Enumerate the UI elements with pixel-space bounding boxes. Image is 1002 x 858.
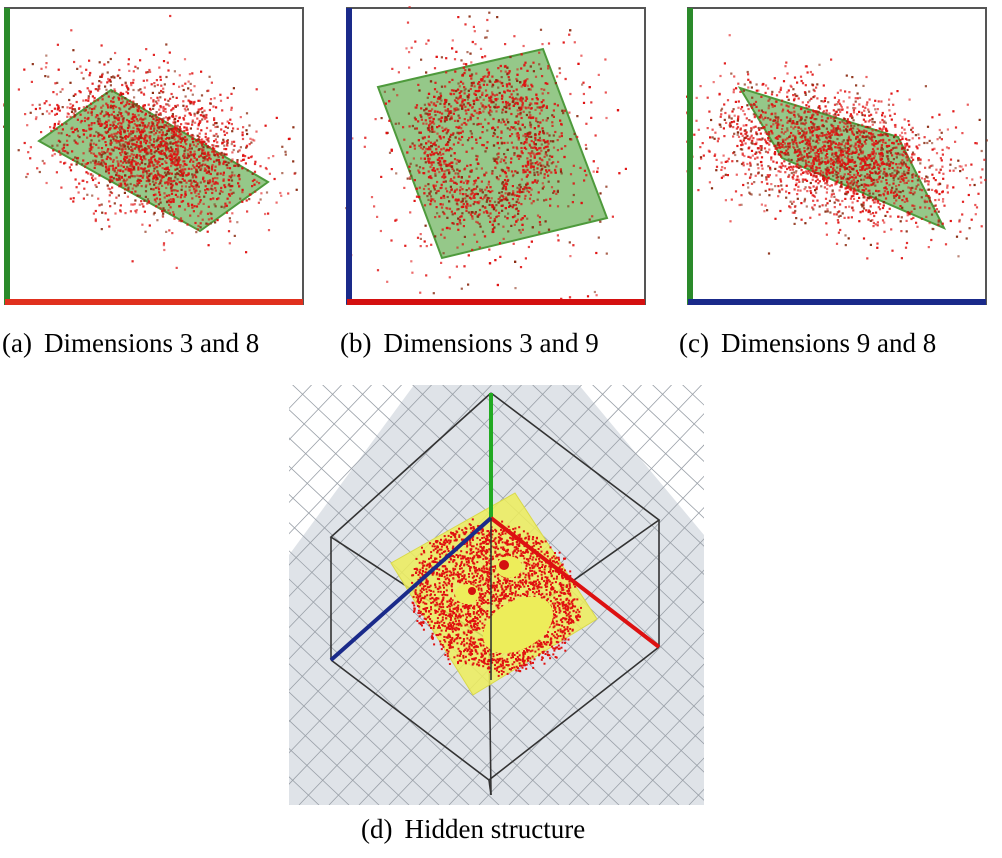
face-left-eye bbox=[455, 584, 479, 604]
panel-c-plot bbox=[686, 7, 988, 305]
axis-blue bbox=[329, 516, 493, 662]
caption-tag: (d) bbox=[361, 814, 393, 844]
panel-d bbox=[289, 385, 704, 805]
panel-b bbox=[345, 6, 647, 306]
panel-c bbox=[686, 6, 988, 306]
point-cloud bbox=[345, 6, 627, 304]
panel-d-plot bbox=[289, 385, 704, 805]
caption-d: (d) Hidden structure bbox=[361, 814, 585, 845]
point-cloud bbox=[686, 34, 988, 260]
caption-text: Dimensions 3 and 9 bbox=[383, 328, 599, 358]
vertical-axis bbox=[687, 8, 693, 304]
vertical-axis bbox=[346, 8, 352, 304]
hidden-face bbox=[455, 556, 554, 654]
caption-b: (b) Dimensions 3 and 9 bbox=[340, 328, 599, 359]
caption-text: Dimensions 9 and 8 bbox=[720, 328, 937, 358]
caption-tag: (b) bbox=[340, 328, 372, 358]
caption-a: (a) Dimensions 3 and 8 bbox=[2, 328, 259, 359]
panel-a-plot bbox=[3, 7, 304, 305]
caption-tag: (a) bbox=[2, 328, 32, 358]
caption-c: (c) Dimensions 9 and 8 bbox=[679, 328, 936, 359]
caption-text: Hidden structure bbox=[404, 814, 586, 844]
caption-text: Dimensions 3 and 8 bbox=[43, 328, 260, 358]
horizontal-axis bbox=[5, 299, 303, 305]
vertical-axis bbox=[4, 8, 10, 304]
horizontal-axis bbox=[347, 299, 645, 305]
axis-red bbox=[489, 516, 661, 649]
face-mouth bbox=[482, 596, 554, 654]
caption-tag: (c) bbox=[679, 328, 709, 358]
horizontal-axis bbox=[688, 299, 986, 305]
panel-b-plot bbox=[345, 6, 646, 305]
point-cloud bbox=[3, 14, 298, 269]
panel-a bbox=[3, 6, 305, 306]
